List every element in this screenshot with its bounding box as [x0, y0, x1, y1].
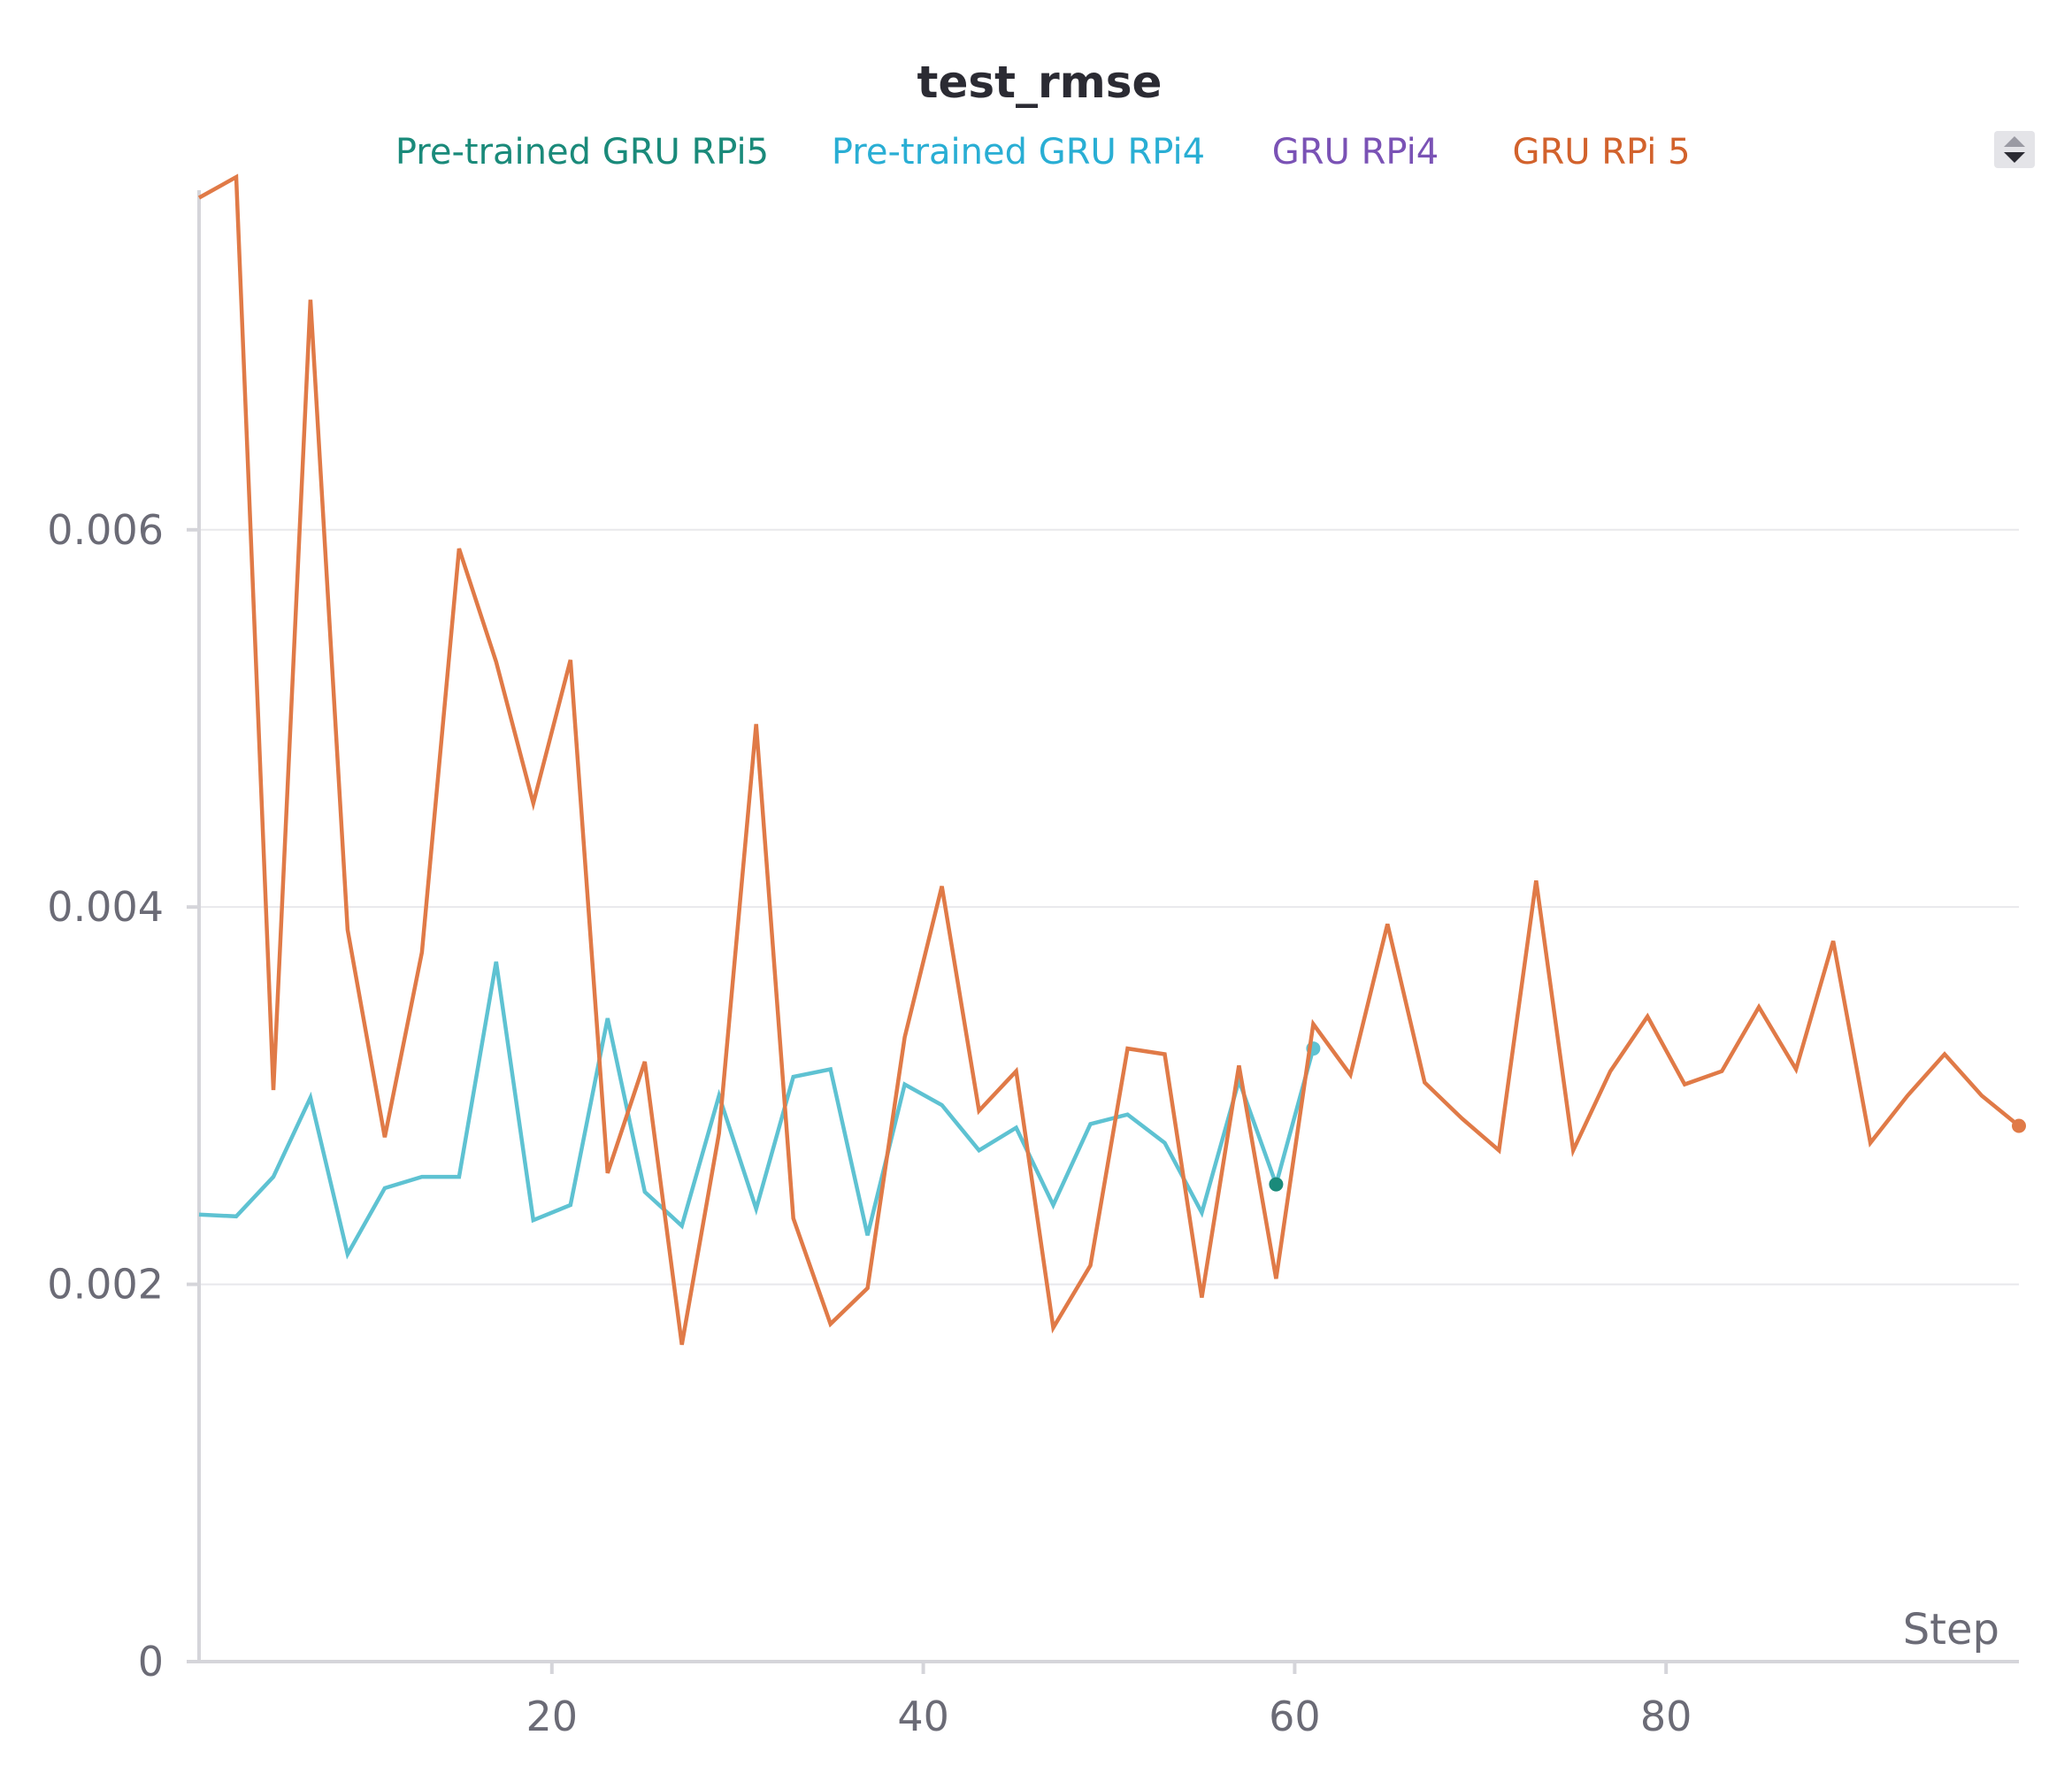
scroll-up-icon	[2004, 136, 2025, 147]
x-axis-title: Step	[1903, 1605, 1999, 1655]
legend-item[interactable]: GRU RPi 5	[1512, 132, 1690, 173]
x-tick-label: 20	[526, 1693, 579, 1740]
series-layer	[197, 173, 2026, 1346]
legend-scroll-bg	[1994, 131, 2035, 168]
x-tick-label: 80	[1640, 1693, 1692, 1740]
legend-item[interactable]: GRU RPi4	[1272, 132, 1439, 173]
y-tick-label: 0	[138, 1638, 164, 1685]
legend-item[interactable]: Pre-trained GRU RPi4	[832, 132, 1205, 173]
series-group	[197, 173, 2026, 1346]
x-tick-label: 40	[897, 1693, 949, 1740]
series-end-point	[1269, 1177, 1284, 1192]
series-line	[197, 173, 2021, 1346]
series-group	[198, 961, 1321, 1260]
legend-scroll-button[interactable]	[1994, 131, 2035, 168]
legend-item[interactable]: Pre-trained GRU RPi5	[395, 132, 769, 173]
chart-title: test_rmse	[917, 57, 1163, 108]
series-end-point	[2012, 1118, 2026, 1133]
x-tick-label: 60	[1269, 1693, 1321, 1740]
y-tick-label: 0.006	[47, 506, 164, 554]
series-line	[198, 961, 1316, 1260]
series-group	[1269, 1177, 1284, 1192]
y-tick-label: 0.004	[47, 883, 164, 931]
legend: Pre-trained GRU RPi5 Pre-trained GRU RPi4…	[395, 132, 1691, 173]
scroll-down-icon	[2004, 152, 2025, 163]
axes: 0 0.002 0.004 0.006 20 40 60 80	[47, 190, 2019, 1740]
y-tick-label: 0.002	[47, 1261, 164, 1309]
grid	[199, 528, 2019, 1286]
